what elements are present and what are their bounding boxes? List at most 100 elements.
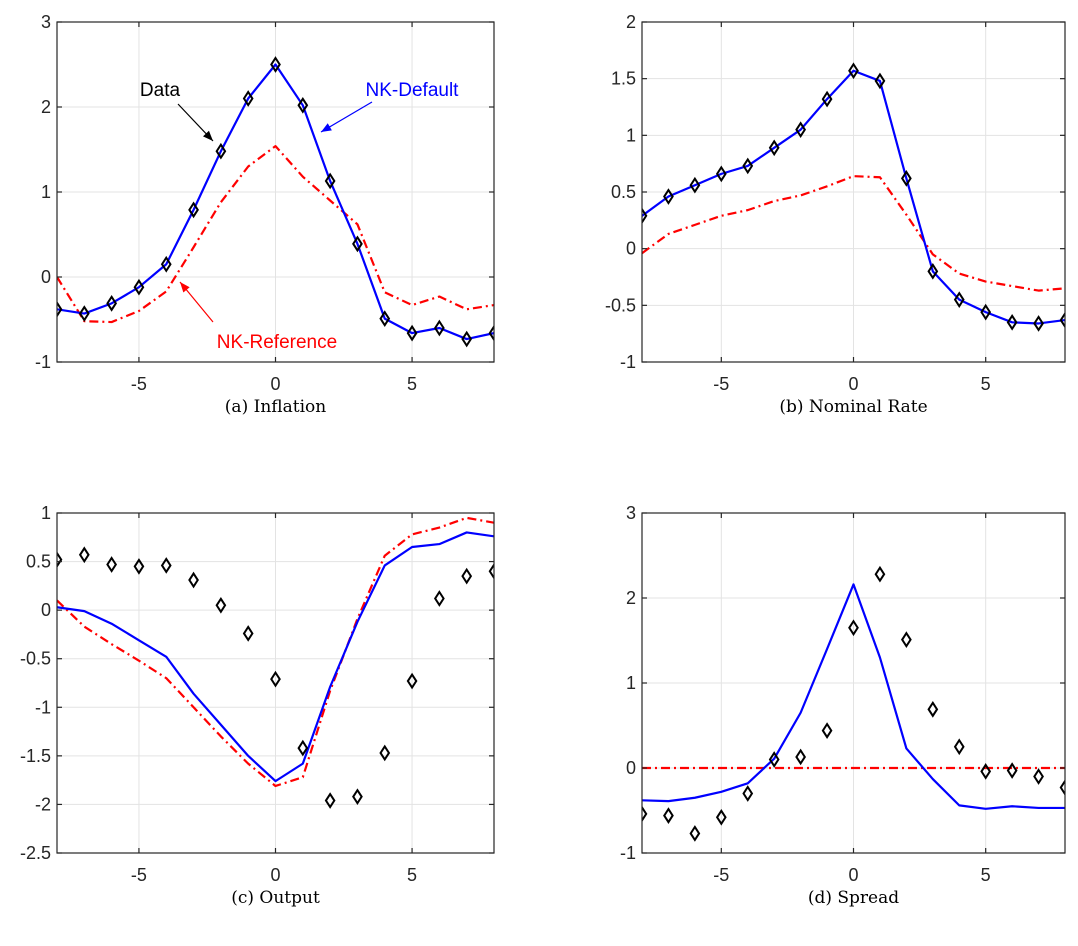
data-marker [106, 295, 118, 312]
data-marker [1006, 762, 1018, 779]
data-marker [78, 305, 90, 322]
plot-area [642, 565, 1065, 842]
data-marker [270, 56, 281, 73]
data-marker [874, 72, 886, 90]
x-tick-label: 5 [981, 865, 991, 885]
panel-2: -5 0 5 -1 -0.5 0 0.5 1 1.5 2 (b) Nominal Rate [605, 12, 1066, 417]
nk-reference-line [642, 175, 1065, 292]
data-marker [821, 90, 833, 108]
data-marker [1059, 311, 1065, 329]
data-marker [1033, 315, 1044, 332]
data-marker [433, 319, 445, 337]
y-tick-label: 0 [41, 267, 51, 287]
nk-default-line [642, 583, 1065, 810]
data-marker [1059, 779, 1065, 796]
annotation-label: NK-Default [366, 80, 460, 101]
data-marker [980, 303, 992, 321]
data-marker [78, 546, 90, 564]
y-tick-label: 3 [626, 503, 636, 523]
y-tick-label: 0 [626, 239, 636, 259]
data-marker [297, 96, 309, 114]
data-marker [715, 808, 727, 826]
data-marker [1006, 313, 1018, 331]
plot-area [57, 56, 494, 348]
data-marker [433, 590, 445, 607]
nk-reference-line [57, 145, 494, 324]
data-marker [642, 207, 648, 225]
data-marker [848, 62, 859, 80]
data-marker [953, 738, 965, 756]
data-marker [742, 785, 754, 802]
x-tick-label: 0 [270, 865, 280, 885]
y-tick-label: 0 [41, 600, 51, 620]
panel-4: -5 0 5 -1 0 1 2 3 (d) Spread [620, 503, 1066, 908]
nk-reference-line [57, 516, 494, 788]
annotation-label: NK-Reference [217, 332, 337, 353]
data-marker [215, 596, 227, 614]
data-marker [379, 744, 391, 762]
panel-caption: (a) Inflation [225, 397, 326, 417]
data-marker [953, 291, 965, 309]
data-marker [57, 551, 63, 568]
nk-default-line [642, 69, 1065, 325]
data-marker [215, 142, 227, 160]
data-marker [768, 751, 780, 768]
x-tick-label: -5 [131, 865, 147, 885]
x-tick-label: 5 [981, 374, 991, 394]
y-tick-label: -1.5 [20, 746, 51, 766]
data-marker [715, 165, 727, 183]
data-marker [297, 739, 309, 757]
data-marker [689, 825, 701, 842]
nk-default-line [57, 63, 494, 341]
data-marker [270, 670, 281, 688]
data-marker [663, 188, 674, 205]
x-tick-label: -5 [713, 865, 729, 885]
data-marker [133, 278, 145, 296]
x-tick-label: 0 [848, 865, 858, 885]
data-marker [768, 139, 780, 157]
y-tick-label: 0 [626, 758, 636, 778]
y-tick-label: 2 [626, 12, 636, 32]
data-marker [133, 558, 145, 575]
y-tick-label: -2 [35, 794, 51, 814]
y-tick-label: 2 [41, 97, 51, 117]
plot-area [57, 516, 494, 809]
y-tick-label: 1 [41, 182, 51, 202]
y-tick-label: -1 [620, 843, 636, 863]
panel-caption: (b) Nominal Rate [779, 397, 927, 417]
data-marker [379, 310, 391, 327]
y-tick-label: 1.5 [611, 69, 636, 89]
y-tick-label: 1 [626, 125, 636, 145]
y-tick-label: -2.5 [20, 843, 51, 863]
data-marker [663, 807, 674, 824]
data-marker [689, 176, 701, 194]
panel-1: -5 0 5 -1 0 1 2 3 (a) Inflation Data NK-Default NK-… [35, 12, 495, 417]
data-marker [795, 121, 807, 139]
data-marker [900, 631, 912, 648]
data-marker [324, 792, 336, 809]
panel-caption: (d) Spread [808, 888, 899, 908]
data-marker [352, 235, 363, 253]
x-tick-label: 0 [270, 374, 280, 394]
y-tick-label: 0.5 [611, 182, 636, 202]
y-tick-label: 3 [41, 12, 51, 32]
data-marker [642, 805, 648, 823]
data-marker [742, 157, 754, 175]
x-tick-label: 0 [848, 374, 858, 394]
data-marker [874, 565, 886, 583]
x-tick-label: 5 [407, 865, 417, 885]
y-tick-label: -0.5 [605, 295, 636, 315]
data-marker [461, 567, 473, 585]
panel-3: -5 0 5 -2.5 -2 -1.5 -1 -0.5 0 0.5 1 (c) Output [20, 503, 495, 908]
y-tick-label: 1 [626, 673, 636, 693]
data-marker [488, 324, 494, 342]
y-tick-label: -1 [620, 352, 636, 372]
plot-area [642, 62, 1065, 332]
annotation-arrowhead [203, 130, 213, 141]
data-marker [242, 625, 254, 642]
data-marker [927, 262, 939, 280]
data-marker [848, 619, 859, 637]
annotation-label: Data [140, 80, 181, 101]
y-tick-label: 1 [41, 503, 51, 523]
